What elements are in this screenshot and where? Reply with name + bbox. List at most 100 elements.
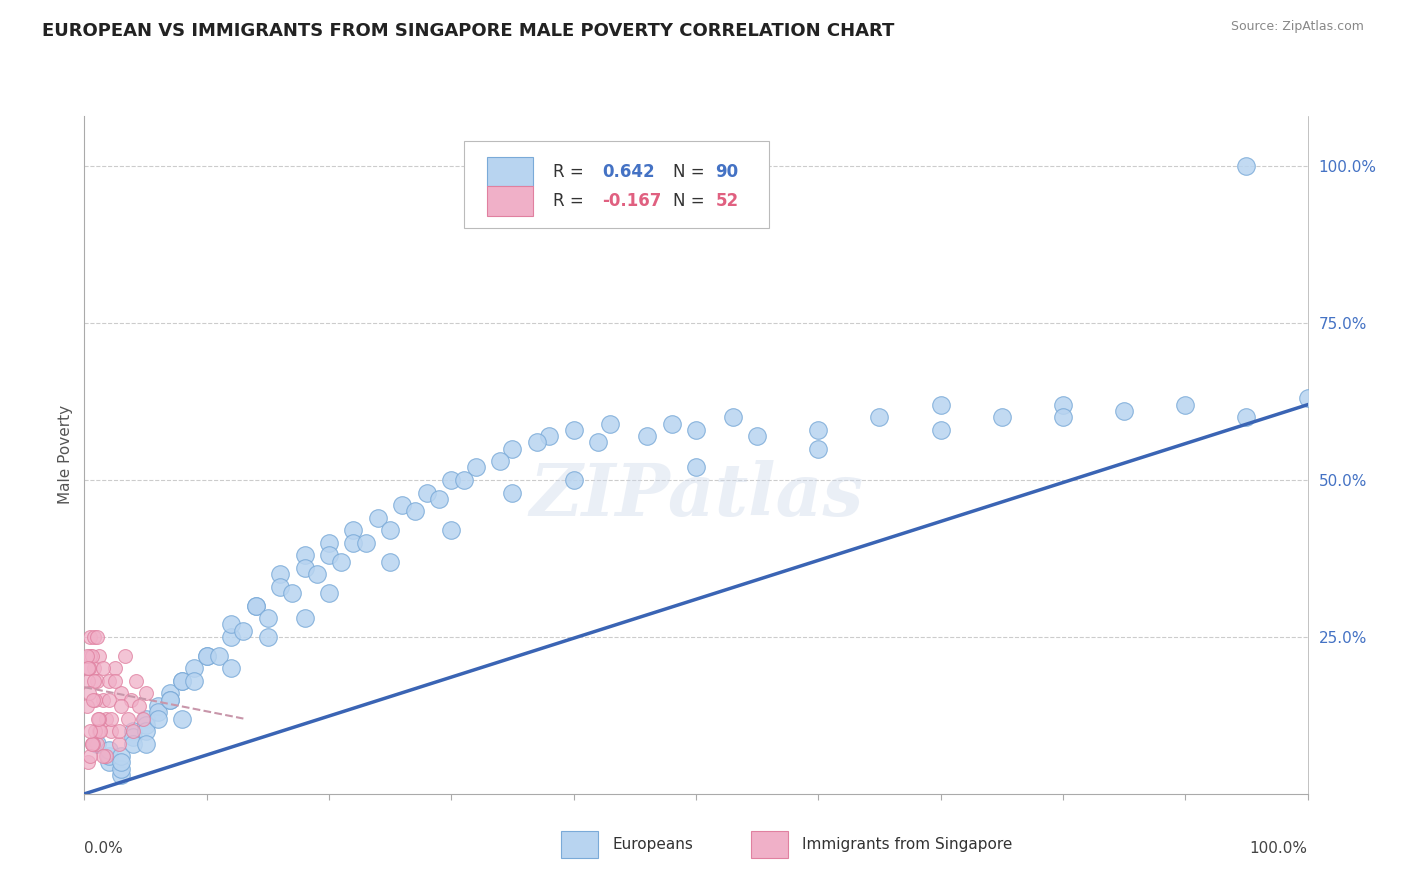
Point	[86, 737, 108, 751]
Point	[77, 756, 100, 770]
Point	[135, 737, 157, 751]
Point	[501, 442, 523, 456]
Point	[122, 731, 145, 745]
Point	[110, 698, 132, 713]
Point	[146, 706, 169, 720]
Text: R =: R =	[553, 193, 589, 211]
Point	[391, 498, 413, 512]
Point	[97, 673, 120, 688]
Point	[232, 624, 254, 638]
Point	[84, 724, 107, 739]
Point	[464, 460, 486, 475]
Point	[183, 661, 205, 675]
Point	[1052, 398, 1074, 412]
Point	[453, 473, 475, 487]
Point	[245, 599, 267, 613]
Point	[1174, 398, 1197, 412]
Text: 0.0%: 0.0%	[84, 841, 124, 856]
Text: 0.642: 0.642	[602, 162, 654, 180]
Text: Source: ZipAtlas.com: Source: ZipAtlas.com	[1230, 20, 1364, 33]
Point	[1052, 410, 1074, 425]
Point	[100, 724, 122, 739]
Point	[83, 673, 105, 688]
Point	[195, 648, 218, 663]
Text: R =: R =	[553, 162, 589, 180]
Point	[747, 429, 769, 443]
Point	[97, 749, 120, 764]
Point	[86, 737, 108, 751]
Point	[120, 692, 142, 706]
Point	[489, 454, 512, 468]
Point	[219, 617, 242, 632]
Point	[869, 410, 891, 425]
Point	[97, 692, 120, 706]
FancyBboxPatch shape	[751, 831, 787, 858]
Point	[172, 673, 194, 688]
Point	[526, 435, 548, 450]
Point	[87, 712, 110, 726]
Point	[219, 630, 242, 644]
Point	[685, 460, 707, 475]
Point	[257, 611, 280, 625]
Point	[929, 398, 952, 412]
Point	[636, 429, 658, 443]
Point	[135, 712, 157, 726]
Point	[1114, 404, 1136, 418]
Point	[135, 686, 157, 700]
Point	[80, 648, 103, 663]
Text: ZIPatlas: ZIPatlas	[529, 460, 863, 531]
Point	[1296, 392, 1319, 406]
Point	[416, 485, 439, 500]
Point	[84, 692, 107, 706]
Point	[104, 661, 127, 675]
Point	[538, 429, 561, 443]
Point	[661, 417, 683, 431]
Point	[79, 648, 101, 663]
Point	[87, 724, 110, 739]
Point	[269, 580, 291, 594]
Point	[77, 673, 100, 688]
Point	[89, 724, 111, 739]
Point	[80, 737, 103, 751]
Text: 90: 90	[716, 162, 738, 180]
Point	[107, 724, 129, 739]
Point	[79, 630, 101, 644]
Point	[195, 648, 218, 663]
Point	[245, 599, 267, 613]
Point	[122, 724, 145, 739]
FancyBboxPatch shape	[561, 831, 598, 858]
Point	[440, 523, 463, 537]
Point	[599, 417, 621, 431]
Point	[104, 673, 127, 688]
Point	[318, 586, 340, 600]
Point	[562, 423, 585, 437]
Point	[107, 737, 129, 751]
Point	[269, 567, 291, 582]
Point	[91, 749, 114, 764]
Point	[281, 586, 304, 600]
Point	[380, 523, 402, 537]
Point	[354, 536, 377, 550]
Point	[159, 692, 181, 706]
Point	[159, 686, 181, 700]
Point	[122, 737, 145, 751]
Point	[501, 485, 523, 500]
Point	[79, 749, 101, 764]
Point	[114, 648, 136, 663]
Point	[96, 749, 118, 764]
Point	[305, 567, 328, 582]
Point	[219, 661, 242, 675]
Point	[294, 611, 316, 625]
Point	[807, 423, 830, 437]
FancyBboxPatch shape	[486, 186, 533, 216]
Point	[128, 698, 150, 713]
Point	[110, 749, 132, 764]
Point	[721, 410, 744, 425]
Point	[96, 712, 118, 726]
Text: 100.0%: 100.0%	[1250, 841, 1308, 856]
Point	[159, 692, 181, 706]
Point	[685, 423, 707, 437]
Point	[110, 768, 132, 782]
Point	[330, 555, 353, 569]
Point	[83, 661, 105, 675]
